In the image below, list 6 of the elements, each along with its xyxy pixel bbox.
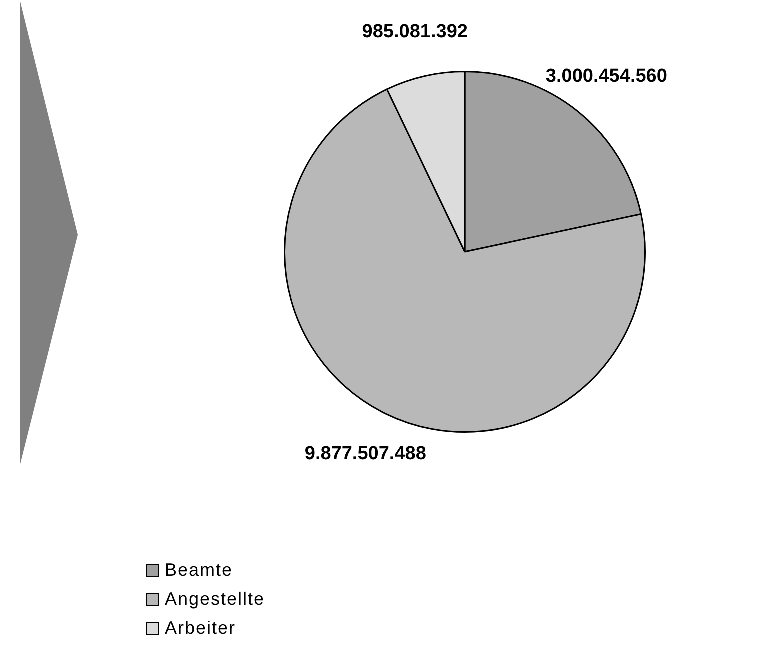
legend-label: Beamte bbox=[165, 560, 234, 581]
data-label: 985.081.392 bbox=[362, 22, 468, 43]
data-label: 3.000.454.560 bbox=[546, 66, 668, 88]
legend-label: Angestellte bbox=[165, 589, 266, 610]
legend-label: Arbeiter bbox=[165, 618, 236, 639]
data-label: 9.877.507.488 bbox=[304, 443, 426, 464]
